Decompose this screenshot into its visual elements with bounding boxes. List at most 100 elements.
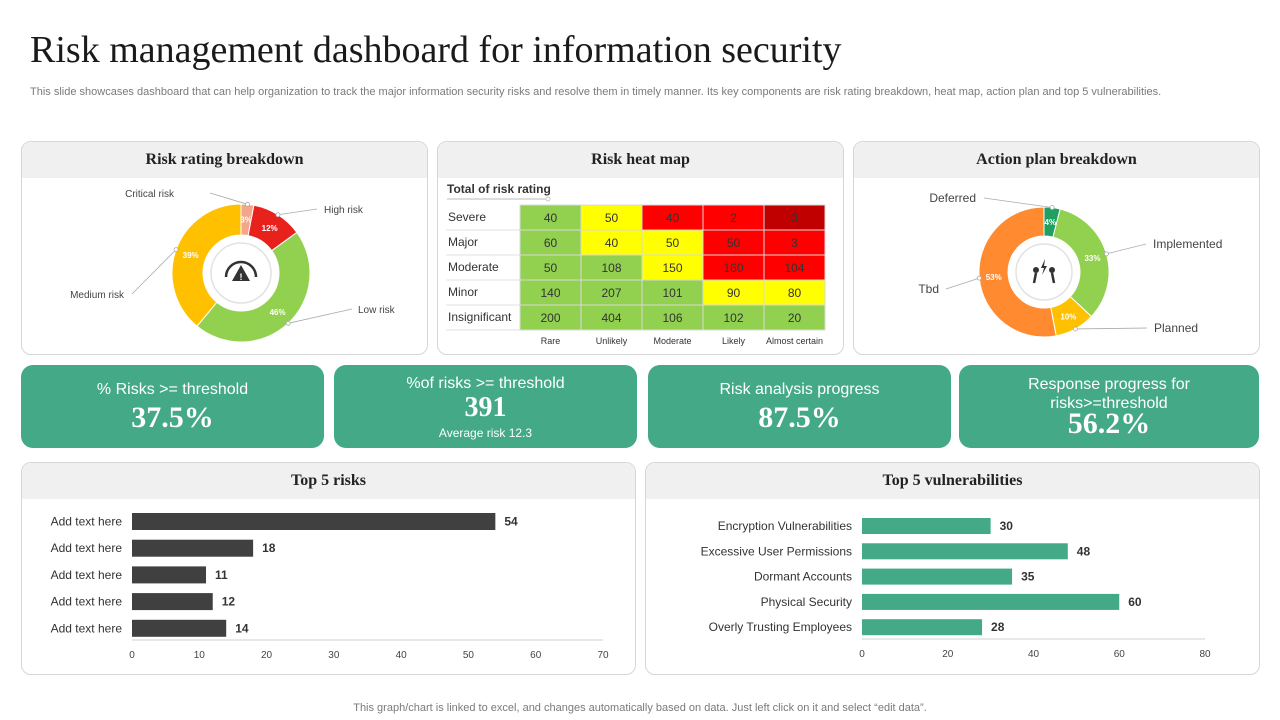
slice-value-label: 4%: [1045, 218, 1057, 227]
kpi-label: % Risks >= threshold: [96, 381, 249, 398]
slice-value-label: 53%: [986, 273, 1002, 282]
bar-value-label: 18: [262, 541, 276, 555]
bar-category-label: Add text here: [51, 541, 123, 555]
heatmap-cell: [580, 254, 643, 281]
x-tick-label: 60: [530, 650, 542, 661]
callout-line: [209, 192, 248, 205]
callout-dot: [976, 275, 982, 281]
bar: [862, 518, 991, 534]
donut-center-disc: [1015, 243, 1073, 301]
lightning-bolt: [1041, 259, 1047, 275]
x-tick-label: 20: [942, 649, 954, 660]
bar-value-label: 60: [1128, 595, 1142, 609]
heat-map-panel[interactable]: Risk heat map Total of risk rating Severe…: [437, 141, 844, 355]
slice-value-label: 33%: [1084, 254, 1100, 263]
bar-category-label: Add text here: [51, 515, 123, 529]
heatmap-row-label: Moderate: [448, 260, 499, 274]
heatmap-cell-value: 50: [544, 261, 558, 275]
risk-rating-heading: Risk rating breakdown: [22, 142, 427, 178]
heatmap-title: Total of risk rating: [447, 182, 551, 196]
kpi-card-risk-analysis-progress[interactable]: Risk analysis progress 87.5%: [648, 365, 951, 448]
heatmap-cell-value: 60: [544, 236, 558, 250]
bar-category-label: Add text here: [51, 595, 123, 609]
heatmap-cell-value: 3: [791, 236, 798, 250]
action-plan-panel[interactable]: Action plan breakdown 4% Deferred 33% Imple…: [853, 141, 1260, 355]
slice-category-label: Medium risk: [70, 290, 125, 301]
kpi-card-risks-threshold[interactable]: % Risks >= threshold 37.5%: [21, 365, 324, 448]
bar-value-label: 35: [1021, 570, 1035, 584]
slice-category-label: Implemented: [1153, 237, 1222, 251]
bar-category-label: Encryption Vulnerabilities: [718, 519, 852, 533]
top5-risks-bar-chart[interactable]: Add text here 54 Add text here 18 Add text h…: [22, 463, 637, 676]
kpi-card-count-risks-threshold[interactable]: %of risks >= threshold 391 Average risk …: [334, 365, 637, 448]
slice-value-label: 12%: [262, 224, 278, 233]
callout-dot: [245, 201, 250, 207]
x-tick-label: 80: [1199, 649, 1211, 660]
callout-dot: [285, 320, 291, 326]
callout-dot: [173, 247, 179, 253]
donut-slice: [978, 206, 1057, 338]
heatmap-column-label: Rare: [541, 336, 561, 346]
bar-value-label: 30: [1000, 519, 1014, 533]
slice-value-label: 10%: [1060, 312, 1076, 321]
callout-line: [277, 208, 318, 216]
kpi-card-response-progress[interactable]: Response progress for risks>=threshold 5…: [959, 365, 1259, 448]
kpi-value: 87.5%: [758, 401, 841, 434]
page-subtitle: This slide showcases dashboard that can …: [30, 86, 1162, 98]
heatmap-cell: [641, 229, 704, 256]
heat-map-heading: Risk heat map: [438, 142, 843, 178]
heatmap-cell: [580, 204, 643, 231]
top5-vulnerabilities-heading: Top 5 vulnerabilities: [646, 463, 1259, 499]
x-tick-label: 0: [859, 649, 865, 660]
kpi-label: Response progress for risks>=threshold: [1028, 376, 1190, 412]
heatmap-column-label: Moderate: [653, 336, 691, 346]
action-plan-donut-chart[interactable]: 4% Deferred 33% Implemented 10% Planned 53% Tbd: [854, 142, 1261, 356]
heatmap-column-label: Likely: [722, 336, 746, 346]
bar: [132, 539, 254, 557]
x-tick-label: 30: [328, 650, 340, 661]
heatmap-cell: [580, 229, 643, 256]
heatmap-cell-value: 90: [727, 286, 741, 300]
heatmap-cell: [641, 279, 704, 306]
heatmap-cell: [702, 254, 765, 281]
top5-vulnerabilities-panel[interactable]: Top 5 vulnerabilities Encryption Vulnera…: [645, 462, 1260, 675]
heatmap-cell-value: 102: [723, 311, 743, 325]
callout-line: [131, 249, 177, 295]
heatmap-cell: [763, 279, 826, 306]
callout-line: [945, 277, 980, 290]
action-plan-heading: Action plan breakdown: [854, 142, 1259, 178]
risk-rating-donut-chart[interactable]: 3% Critical risk 12% High risk 46% Low risk 39…: [22, 142, 429, 356]
risk-heat-map-chart[interactable]: Total of risk rating Severe 40 50 40 2 3 Major 6…: [438, 142, 845, 356]
page-title: Risk management dashboard for informatio…: [30, 29, 842, 71]
heatmap-cell-value: 40: [666, 211, 680, 225]
top5-risks-panel[interactable]: Top 5 risks Add text here 54 Add text here…: [21, 462, 636, 675]
heatmap-cell-value: 40: [605, 236, 619, 250]
callout-line: [1075, 327, 1148, 330]
x-tick-label: 50: [463, 650, 475, 661]
slice-category-label: High risk: [324, 205, 364, 216]
top5-vulnerabilities-bar-chart[interactable]: Encryption Vulnerabilities 30 Excessive Us…: [646, 463, 1261, 676]
bar: [132, 513, 496, 530]
heatmap-column-label: Almost certain: [766, 336, 823, 346]
bar-value-label: 28: [991, 620, 1005, 634]
footer-note: This graph/chart is linked to excel, and…: [353, 702, 927, 714]
heatmap-cell: [763, 304, 826, 331]
kpi-value: 56.2%: [1067, 407, 1151, 440]
top5-risks-heading: Top 5 risks: [22, 463, 635, 499]
risk-rating-panel[interactable]: Risk rating breakdown 3% Critical risk 12%…: [21, 141, 428, 355]
kpi-sub-label: Average risk 12.3: [438, 426, 533, 440]
heatmap-cell: [763, 229, 826, 256]
slice-category-label: Low risk: [358, 305, 396, 316]
heatmap-cell: [763, 204, 826, 231]
heatmap-cell-value: 106: [662, 311, 682, 325]
person-head: [1033, 267, 1039, 273]
callout-dot: [1072, 326, 1078, 332]
kpi-value: 391: [464, 392, 507, 423]
heatmap-cell-value: 200: [540, 311, 560, 325]
heatmap-cell-value: 3: [791, 211, 798, 225]
slice-value-label: 39%: [183, 251, 199, 260]
person-head: [1049, 267, 1055, 273]
x-tick-label: 20: [261, 650, 273, 661]
bar: [132, 566, 207, 584]
callout-line: [1106, 243, 1147, 255]
